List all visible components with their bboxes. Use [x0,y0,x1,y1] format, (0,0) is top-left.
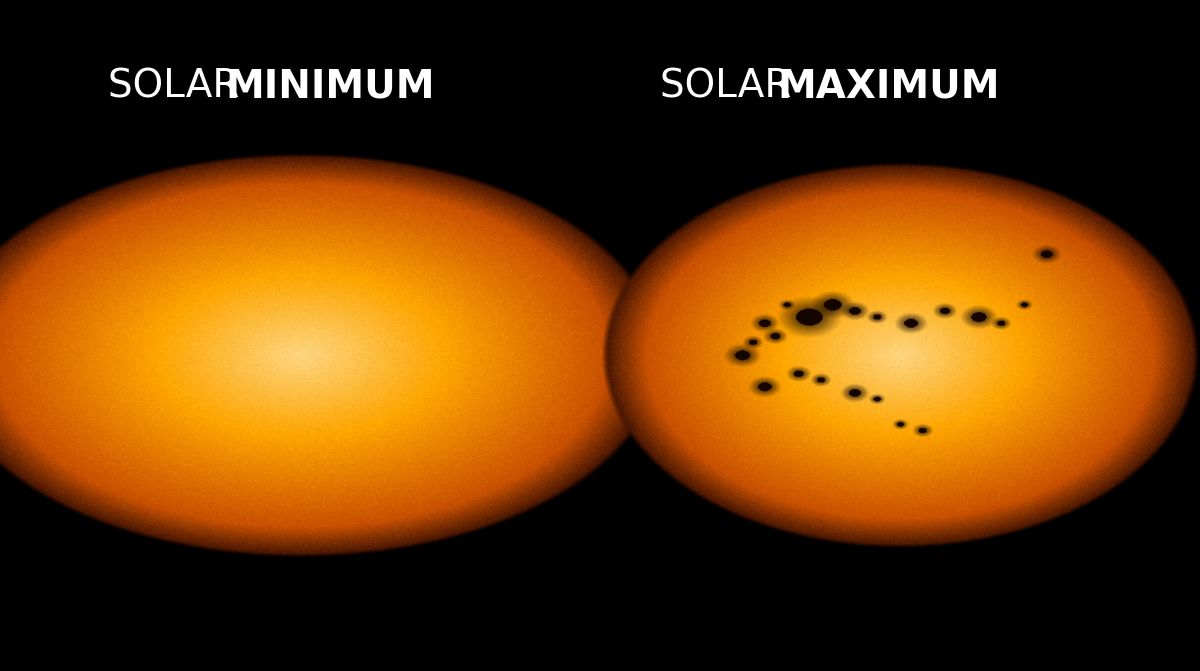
Text: MINIMUM: MINIMUM [226,67,436,105]
Text: SOLAR: SOLAR [660,67,804,105]
Text: MAXIMUM: MAXIMUM [778,67,1000,105]
Text: SOLAR: SOLAR [108,67,252,105]
